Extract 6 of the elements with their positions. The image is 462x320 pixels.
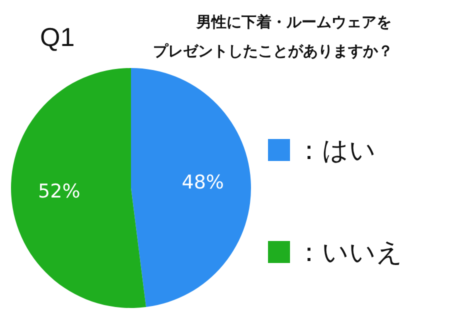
chart-subtitle: 男性に下着・ルームウェアをプレゼントしたことがありますか？ bbox=[152, 12, 394, 62]
legend-label: ：いいえ bbox=[296, 236, 403, 270]
data-label: 48% bbox=[182, 171, 224, 194]
data-label: 52% bbox=[38, 180, 80, 202]
legend-label: ：はい bbox=[296, 134, 376, 168]
chart-title: Q1 bbox=[40, 22, 75, 53]
